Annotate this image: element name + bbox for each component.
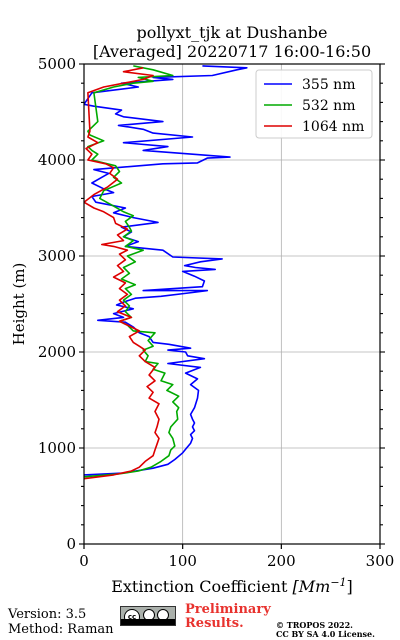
y-axis-label: Height (m): [10, 263, 28, 346]
preliminary-line2: Results.: [185, 616, 244, 631]
copyright-line2: CC BY SA 4.0 License.: [276, 629, 375, 639]
x-unit-exponent: −1: [330, 576, 346, 589]
x-tick-label: 100: [168, 552, 197, 570]
x-axis-label: Extinction Coefficient [Mm−1]: [111, 576, 353, 596]
y-tick-label: 0: [66, 535, 76, 553]
preliminary-results-label: Preliminary Results.: [185, 603, 271, 631]
y-tick-label: 1000: [38, 439, 76, 457]
legend: 355 nm 532 nm 1064 nm: [255, 69, 373, 139]
legend-label: 355 nm: [302, 77, 355, 93]
series-line-532-nm: [84, 65, 180, 478]
cc-badge-bar: [121, 619, 175, 625]
series-line-355-nm: [84, 65, 248, 476]
version-text: Version: 3.5: [8, 607, 87, 622]
x-unit-bracket: ]: [347, 577, 353, 596]
chart-title-line2: [Averaged] 20220717 16:00-16:50: [93, 42, 371, 61]
series-line-1064-nm: [84, 67, 160, 480]
x-axis-unit: [Mm−1]: [293, 576, 353, 596]
cc-license-badge: cc: [120, 606, 176, 626]
chart-title-line1: pollyxt_tjk at Dushanbe: [136, 23, 327, 42]
plot-frame: [83, 63, 381, 545]
x-axis-label-text: Extinction Coefficient: [111, 577, 288, 596]
series-layer: [84, 65, 248, 480]
tropos-copyright: © TROPOS 2022. CC BY SA 4.0 License.: [276, 621, 375, 639]
x-tick-label: 200: [267, 552, 296, 570]
y-tick-label: 3000: [38, 247, 76, 265]
y-tick-label: 4000: [38, 151, 76, 169]
legend-box: [255, 69, 373, 139]
legend-label: 1064 nm: [302, 119, 364, 135]
x-tick-label: 0: [79, 552, 89, 570]
copyright-line1: © TROPOS 2022.: [276, 620, 353, 630]
y-tick-label: 2000: [38, 343, 76, 361]
legend-label: 532 nm: [302, 98, 355, 114]
method-text: Method: Raman: [8, 622, 114, 637]
y-tick-label: 5000: [38, 55, 76, 73]
preliminary-line1: Preliminary: [185, 602, 271, 617]
x-tick-label: 300: [366, 552, 395, 570]
